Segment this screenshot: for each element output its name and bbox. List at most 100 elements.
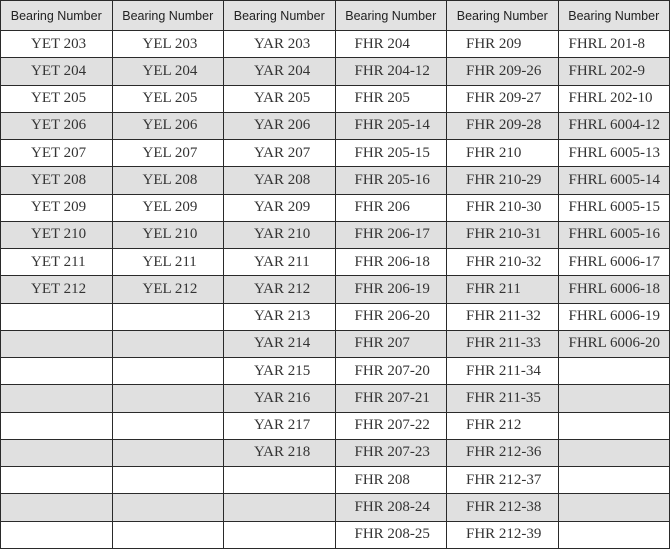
table-row: YET 208 YEL 208 YAR 208 FHR 205-16 FHR 210-2… <box>0 166 670 195</box>
table-cell: FHR 209-26 <box>446 57 559 86</box>
table-row: YET 207 YEL 207 YAR 207 FHR 205-15 FHR 210 FH… <box>0 138 670 168</box>
table-row: YAR 215 FHR 207-20 FHR 211-34 <box>0 356 670 386</box>
table-cell: YAR 204 <box>223 57 336 86</box>
table-cell: YAR 205 <box>223 84 336 113</box>
table-cell: YET 209 <box>0 193 113 222</box>
table-cell: YEL 208 <box>111 166 224 195</box>
table-cell <box>0 384 113 413</box>
column-header: Bearing Number <box>446 0 559 31</box>
table-cell: FHRL 202-9 <box>557 57 670 86</box>
table-cell: YET 212 <box>0 275 113 304</box>
table-cell: YEL 205 <box>111 84 224 113</box>
table-row: YET 204 YEL 204 YAR 204 FHR 204-12 FHR 209-2… <box>0 57 670 86</box>
table-cell: FHR 210-29 <box>446 166 559 195</box>
table-cell: YAR 206 <box>223 111 336 141</box>
table-cell: FHRL 6006-17 <box>557 247 670 277</box>
table-cell: FHR 211-34 <box>446 356 559 386</box>
table-cell <box>111 465 224 495</box>
column-header: Bearing Number <box>0 0 113 31</box>
table-cell: FHR 206 <box>334 193 447 222</box>
table-cell <box>557 520 670 549</box>
table-cell: YAR 217 <box>223 411 336 440</box>
table-cell <box>557 384 670 413</box>
table-cell <box>0 329 113 359</box>
table-cell <box>557 493 670 522</box>
table-cell <box>0 465 113 495</box>
table-cell <box>0 302 113 331</box>
table-cell: FHR 207 <box>334 329 447 359</box>
table-cell <box>0 493 113 522</box>
table-cell: YAR 208 <box>223 166 336 195</box>
table-row: YET 205 YEL 205 YAR 205 FHR 205 FHR 209-27 FH… <box>0 84 670 113</box>
table-cell: FHR 212 <box>446 411 559 440</box>
table-cell: FHR 212-39 <box>446 520 559 549</box>
table-cell <box>0 520 113 549</box>
table-cell: YAR 211 <box>223 247 336 277</box>
table-cell: YET 207 <box>0 138 113 168</box>
table-cell: FHRL 201-8 <box>557 29 670 59</box>
table-cell: YET 204 <box>0 57 113 86</box>
table-cell: YEL 207 <box>111 138 224 168</box>
table-cell <box>111 520 224 549</box>
table-cell: FHRL 6006-19 <box>557 302 670 331</box>
table-cell: FHR 209-27 <box>446 84 559 113</box>
table-cell: YEL 206 <box>111 111 224 141</box>
table-cell <box>0 411 113 440</box>
table-cell: FHR 210-32 <box>446 247 559 277</box>
table-cell <box>0 356 113 386</box>
column-header: Bearing Number <box>557 0 670 31</box>
table-cell: YET 205 <box>0 84 113 113</box>
table-cell: FHR 206-19 <box>334 275 447 304</box>
table-cell: FHR 208 <box>334 465 447 495</box>
table-row: YET 209 YEL 209 YAR 209 FHR 206 FHR 210-30 FH… <box>0 193 670 222</box>
table-cell: FHR 207-23 <box>334 438 447 468</box>
table-cell: YEL 204 <box>111 57 224 86</box>
table-cell: FHRL 6006-18 <box>557 275 670 304</box>
table-row: YAR 213 FHR 206-20 FHR 211-32 FHRL 6006-19 <box>0 302 670 331</box>
table-cell <box>111 302 224 331</box>
table-cell: FHR 212-36 <box>446 438 559 468</box>
table-cell: FHR 207-21 <box>334 384 447 413</box>
table-row: YET 210 YEL 210 YAR 210 FHR 206-17 FHR 210-3… <box>0 220 670 250</box>
table-cell: YAR 212 <box>223 275 336 304</box>
table-cell: FHR 209-28 <box>446 111 559 141</box>
table-cell <box>557 465 670 495</box>
table-cell: YAR 218 <box>223 438 336 468</box>
table-cell: YEL 212 <box>111 275 224 304</box>
table-cell: YAR 213 <box>223 302 336 331</box>
table-cell: YEL 210 <box>111 220 224 250</box>
table-cell: FHR 210-31 <box>446 220 559 250</box>
header-row: Bearing Number Bearing Number Bearing Numb… <box>0 0 670 31</box>
table-cell: YET 211 <box>0 247 113 277</box>
table-cell: FHR 204 <box>334 29 447 59</box>
table-cell: FHR 210 <box>446 138 559 168</box>
table-row: FHR 208-25 FHR 212-39 <box>0 520 670 549</box>
table-cell: FHR 209 <box>446 29 559 59</box>
table-row: YET 206 YEL 206 YAR 206 FHR 205-14 FHR 209-2… <box>0 111 670 141</box>
table-cell: FHRL 202-10 <box>557 84 670 113</box>
table-cell: YEL 209 <box>111 193 224 222</box>
table-cell: FHRL 6005-15 <box>557 193 670 222</box>
table-row: YAR 216 FHR 207-21 FHR 211-35 <box>0 384 670 413</box>
table-cell <box>111 438 224 468</box>
table-row: YET 211 YEL 211 YAR 211 FHR 206-18 FHR 210-3… <box>0 247 670 277</box>
table-cell: YAR 209 <box>223 193 336 222</box>
table-cell: FHRL 6006-20 <box>557 329 670 359</box>
table-cell: FHR 207-20 <box>334 356 447 386</box>
table-cell: FHR 212-37 <box>446 465 559 495</box>
table-cell: YET 203 <box>0 29 113 59</box>
table-row: YET 212 YEL 212 YAR 212 FHR 206-19 FHR 211 FH… <box>0 275 670 304</box>
table-cell <box>111 329 224 359</box>
table-cell <box>111 384 224 413</box>
table-cell: FHR 205 <box>334 84 447 113</box>
table-cell: FHR 211-35 <box>446 384 559 413</box>
table-row: YAR 218 FHR 207-23 FHR 212-36 <box>0 438 670 468</box>
column-header: Bearing Number <box>223 0 336 31</box>
table-cell: YAR 216 <box>223 384 336 413</box>
column-header: Bearing Number <box>334 0 447 31</box>
table-cell: FHR 212-38 <box>446 493 559 522</box>
column-header: Bearing Number <box>111 0 224 31</box>
table-cell: YAR 207 <box>223 138 336 168</box>
table-cell: YAR 210 <box>223 220 336 250</box>
table-cell: FHR 204-12 <box>334 57 447 86</box>
